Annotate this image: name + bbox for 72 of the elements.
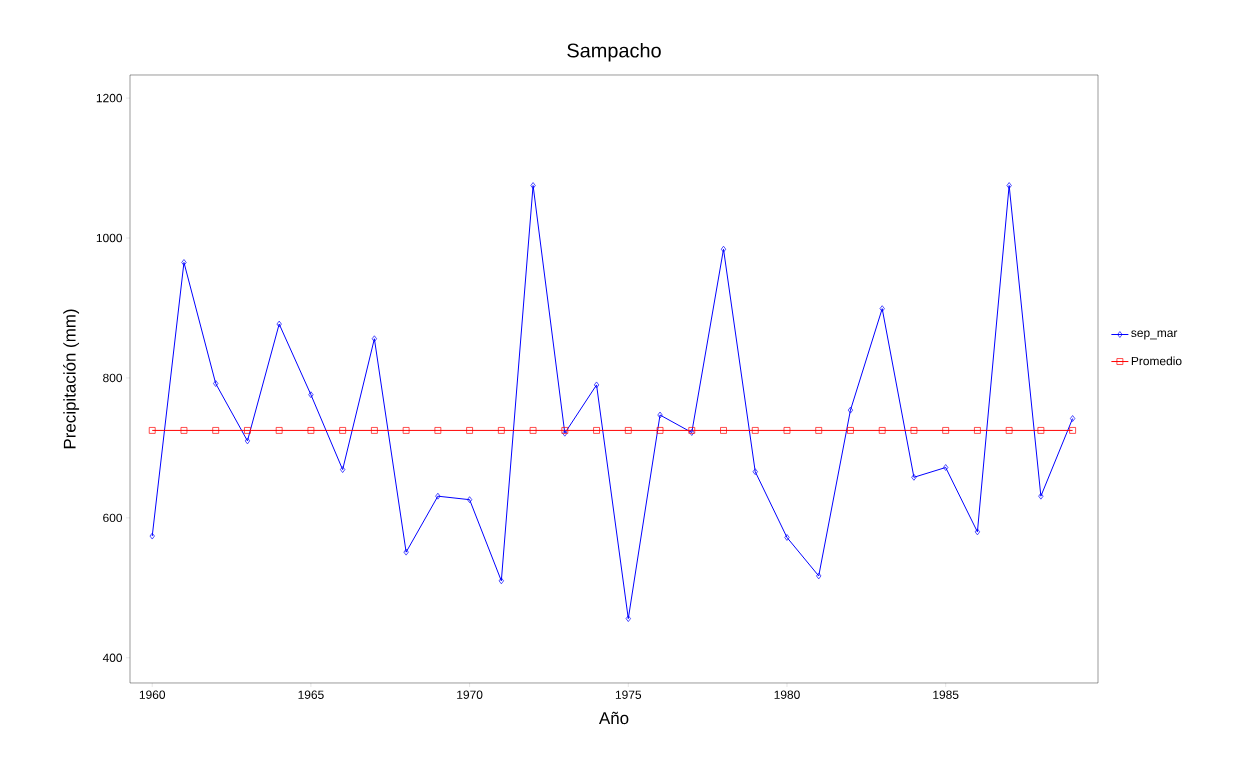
point	[180, 427, 188, 434]
point	[1038, 492, 1044, 500]
point	[879, 305, 885, 313]
point	[498, 577, 504, 585]
x-tick-label: 1980	[774, 690, 800, 699]
point	[624, 427, 632, 434]
point	[308, 391, 314, 399]
point	[815, 427, 823, 434]
point	[149, 532, 155, 540]
point	[974, 528, 980, 536]
x-tick-label: 1965	[298, 690, 324, 699]
point	[593, 427, 600, 434]
point	[910, 427, 918, 434]
y-tick-label: 400	[102, 653, 123, 663]
y-tick-label: 600	[103, 513, 123, 523]
point	[212, 427, 220, 434]
point	[1037, 427, 1045, 434]
point	[244, 437, 251, 445]
point	[784, 534, 790, 541]
x-tick-label: 1985	[933, 690, 959, 699]
point	[435, 492, 441, 500]
point	[878, 427, 886, 434]
point	[593, 381, 600, 389]
point	[625, 615, 631, 622]
legend-label: sep_mar	[1131, 330, 1178, 340]
point	[403, 548, 409, 556]
point	[244, 427, 251, 434]
point	[529, 427, 537, 434]
point	[1070, 415, 1076, 422]
point	[339, 427, 346, 434]
point	[720, 427, 727, 434]
point	[911, 473, 917, 481]
point	[340, 466, 346, 473]
point	[751, 427, 759, 434]
point	[467, 496, 473, 504]
point	[498, 427, 505, 434]
point	[752, 468, 758, 476]
point	[213, 380, 219, 387]
y-tick-label: 1200	[96, 93, 123, 103]
point	[816, 572, 822, 580]
point	[371, 335, 377, 343]
chart-title: Sampacho	[567, 42, 661, 62]
point	[720, 245, 727, 253]
point	[783, 427, 791, 434]
point	[847, 427, 854, 434]
point	[1069, 427, 1076, 434]
point	[307, 427, 315, 434]
y-tick-label: 800	[103, 373, 123, 383]
x-axis-title: Año	[598, 711, 629, 725]
y-axis-title: Precipitación (mm)	[63, 309, 80, 449]
point	[466, 427, 473, 434]
point	[656, 427, 664, 434]
point	[148, 427, 156, 434]
point	[371, 427, 378, 434]
point	[943, 464, 949, 471]
x-tick-label: 1960	[139, 690, 166, 699]
point	[847, 406, 854, 414]
point	[275, 427, 283, 434]
point	[974, 427, 981, 434]
x-tick-label: 1975	[615, 690, 642, 699]
point	[402, 427, 410, 434]
point	[657, 411, 663, 419]
point	[942, 427, 950, 434]
point	[530, 182, 536, 189]
point	[434, 427, 442, 434]
x-tick-label: 1970	[457, 690, 483, 699]
point	[276, 320, 282, 328]
y-tick-label: 1000	[96, 233, 123, 243]
point	[1005, 427, 1013, 434]
point	[1006, 182, 1012, 189]
legend-label: Promedio	[1131, 356, 1182, 366]
point	[181, 259, 187, 266]
